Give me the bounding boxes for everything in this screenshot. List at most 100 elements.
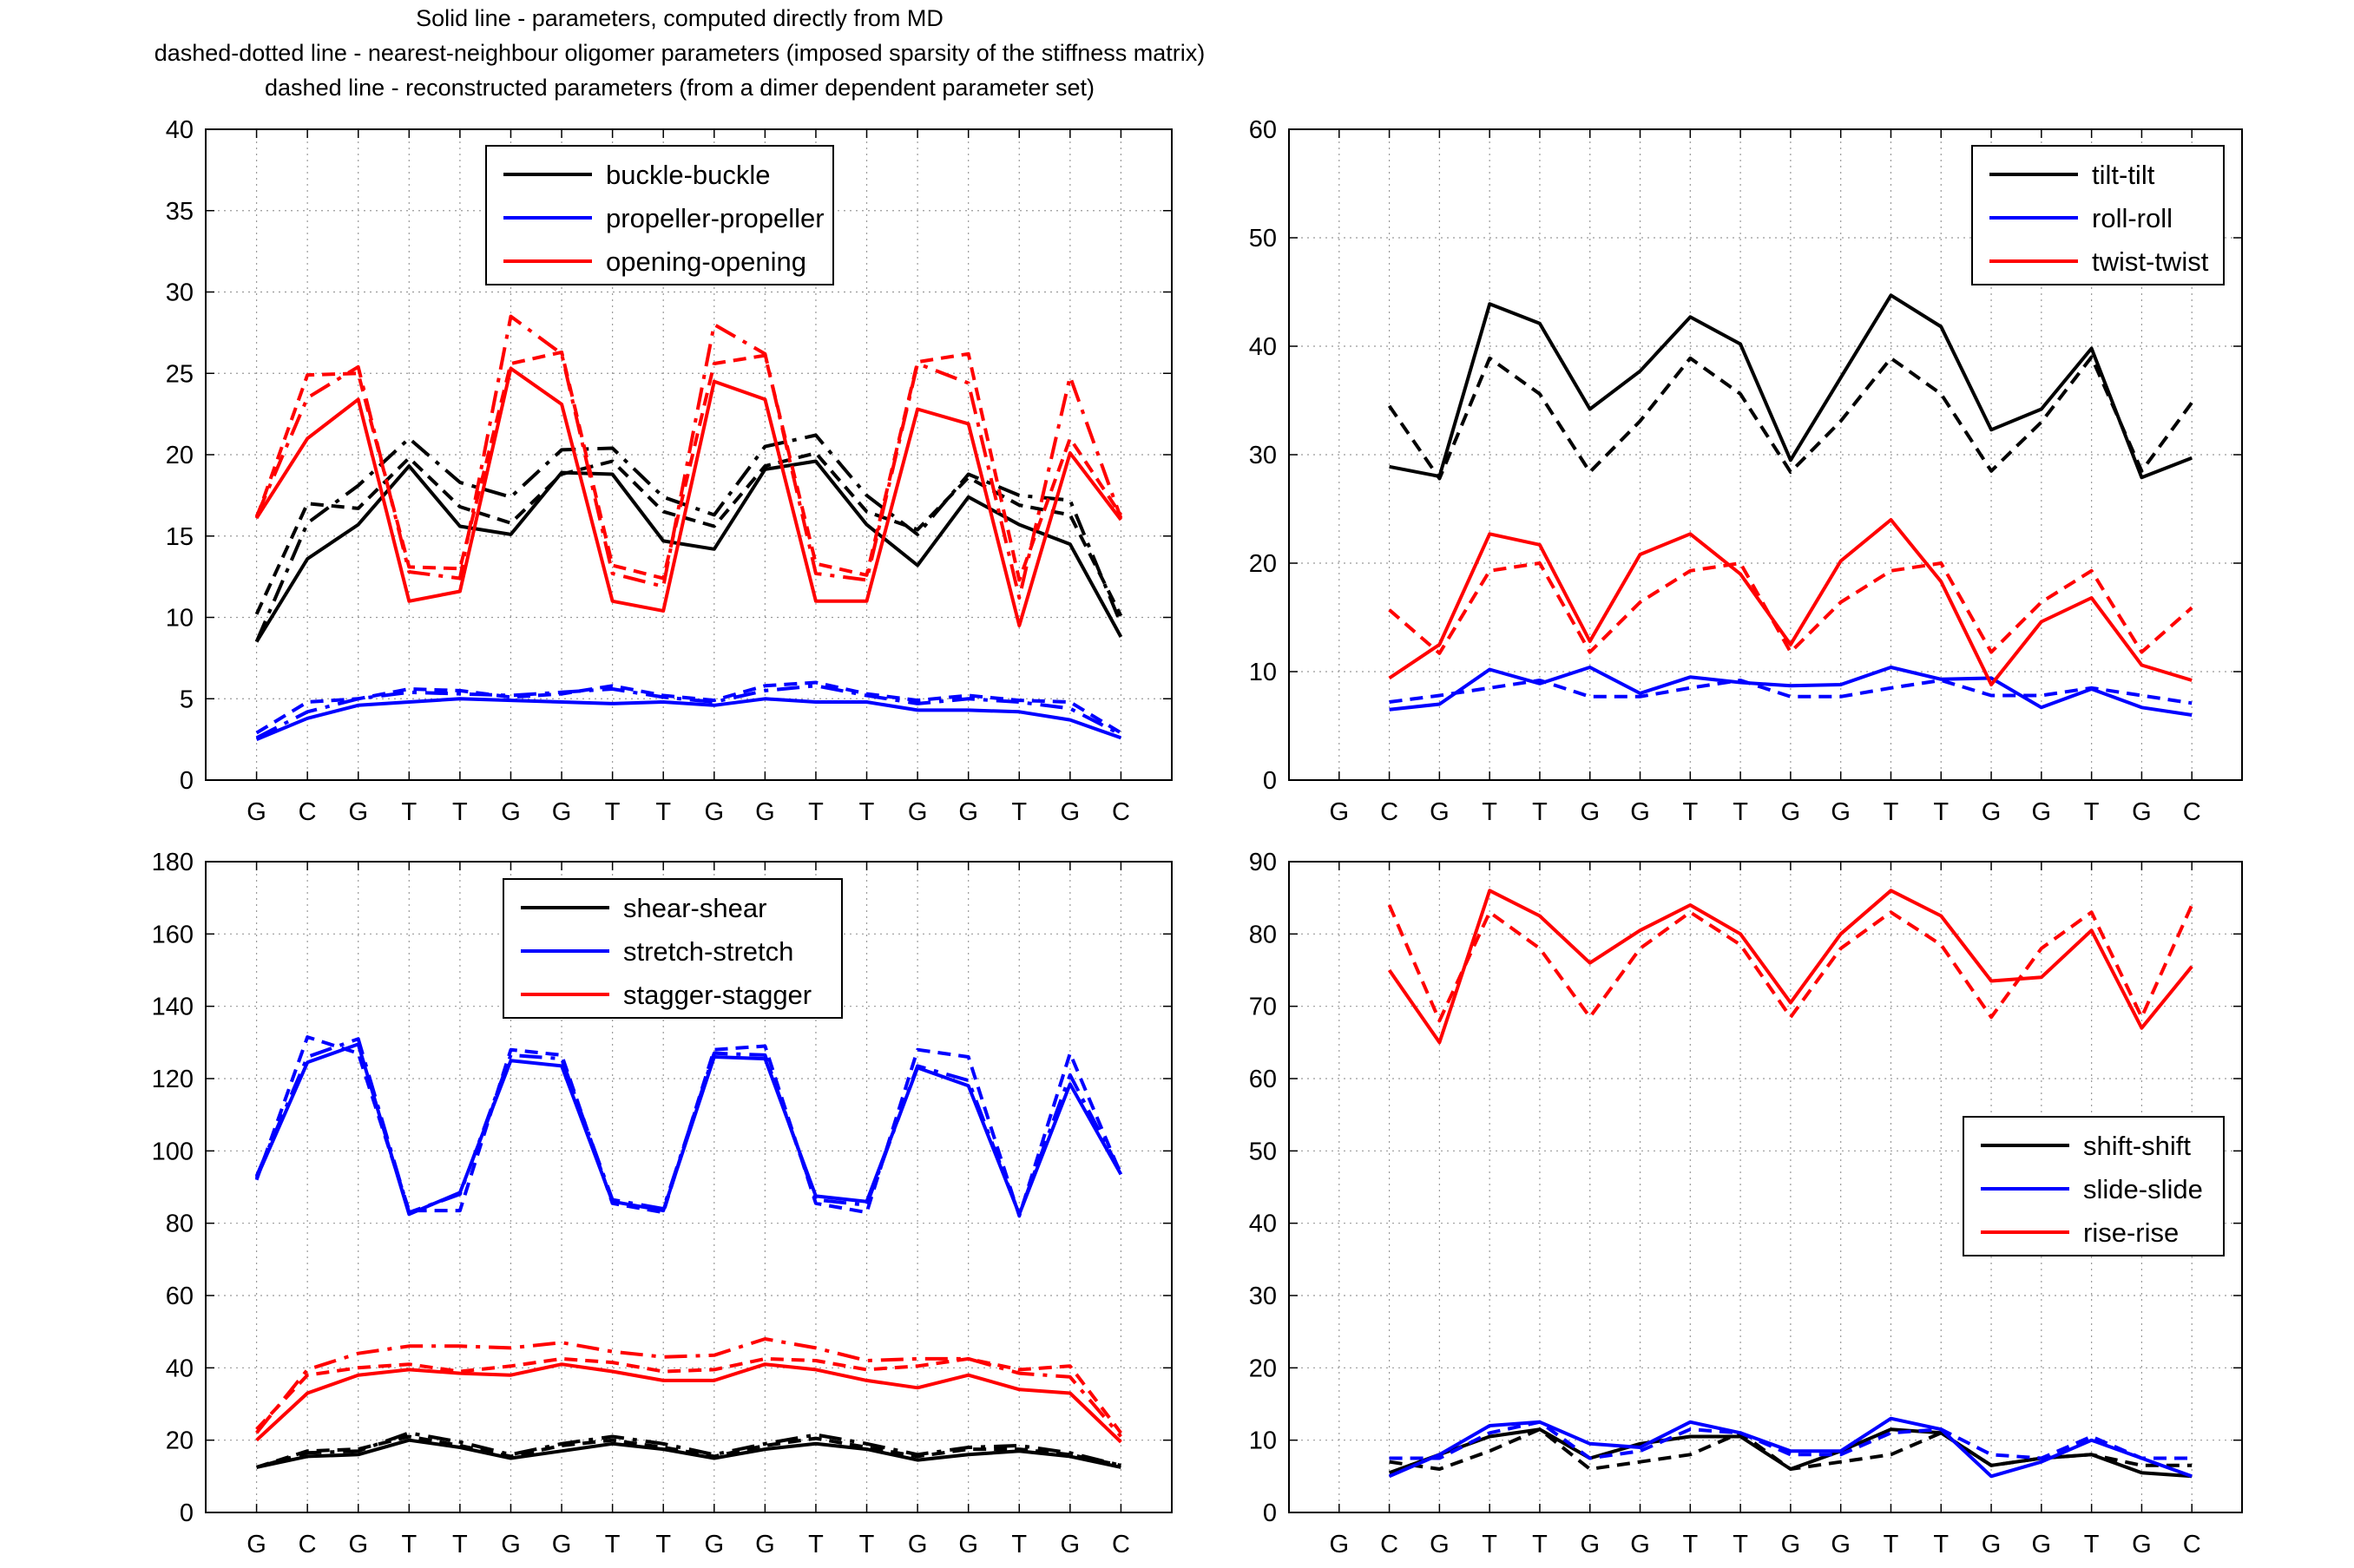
y-tick-label: 30 <box>166 279 194 307</box>
x-tick-label: G <box>1330 798 1350 826</box>
title-line-1: Solid line - parameters, computed direct… <box>416 5 944 31</box>
legend-label-stagger-stagger: stagger-stagger <box>623 980 812 1010</box>
series-line-stagger-stagger-dashed <box>255 1356 1122 1434</box>
x-tick-label: G <box>1982 798 2002 826</box>
x-tick-label: G <box>1061 1531 1081 1558</box>
x-tick-label: G <box>1061 798 1081 826</box>
x-tick-label: C <box>2183 798 2201 826</box>
y-tick-label: 0 <box>1263 767 1277 795</box>
series-line-opening-opening-solid <box>254 366 1122 627</box>
y-axis: 0 20 40 60 80 100 120 140 160 180 <box>152 849 1172 1527</box>
y-tick-label: 10 <box>1249 1427 1277 1455</box>
x-tick-label: G <box>1630 798 1650 826</box>
x-tick-label: T <box>1532 1531 1548 1558</box>
y-tick-label: 60 <box>1249 116 1277 144</box>
legend-label-buckle-buckle: buckle-buckle <box>606 160 771 190</box>
x-tick-label: T <box>655 798 671 826</box>
grid <box>206 129 1172 780</box>
y-tick-label: 120 <box>152 1066 194 1093</box>
chart-panel-3: 0 20 40 60 80 100 120 140 160 180 G C G T T G G T T G G T T G G T… <box>152 849 1173 1558</box>
x-tick-label: T <box>859 798 875 826</box>
series-line-rise-rise-solid <box>1387 889 2193 1045</box>
y-tick-label: 40 <box>166 116 194 144</box>
y-tick-label: 20 <box>166 442 194 469</box>
title-line-3: dashed line - reconstructed parameters (… <box>265 75 1095 101</box>
x-tick-label: G <box>1982 1531 2002 1558</box>
x-tick-label: G <box>755 798 775 826</box>
series-line-tilt-tilt-solid <box>1389 293 2193 480</box>
series-line-propeller-propeller-dashdot <box>255 684 1122 740</box>
legend-label-twist-twist: twist-twist <box>2092 246 2209 277</box>
x-tick-label: T <box>1733 798 1748 826</box>
y-tick-label: 25 <box>166 360 194 388</box>
y-tick-label: 0 <box>180 1499 194 1527</box>
x-tick-label: T <box>1482 798 1497 826</box>
x-tick-label: G <box>1580 798 1600 826</box>
y-tick-label: 0 <box>1263 1499 1277 1527</box>
x-tick-label: G <box>1831 798 1851 826</box>
series-line-shear-shear-dashed <box>255 1434 1121 1469</box>
legend: shear-shear stretch-stretch stagger-stagge… <box>503 878 843 1019</box>
x-tick-label: G <box>1430 1531 1450 1558</box>
x-tick-label: G <box>958 798 978 826</box>
series-line-opening-opening-dashdot <box>254 314 1123 600</box>
x-tick-label: T <box>2084 798 2100 826</box>
chart-panels: 0 5 10 15 20 25 30 35 40 G C G T T G G T T G G T T G G T G Cbuckle… <box>152 116 2243 1558</box>
chart-panel-1: 0 5 10 15 20 25 30 35 40 G C G T T G G T T G G T T G G T G Cbuckle… <box>166 116 1173 826</box>
x-tick-label: G <box>2032 798 2052 826</box>
plot-frame <box>1288 128 2243 781</box>
x-tick-label: T <box>1011 798 1027 826</box>
series-line-stagger-stagger-dashdot <box>255 1337 1122 1438</box>
legend-label-shear-shear: shear-shear <box>623 893 766 923</box>
x-tick-label: G <box>552 798 572 826</box>
x-tick-label: G <box>1580 1531 1600 1558</box>
x-tick-label: T <box>1682 1531 1698 1558</box>
x-tick-label: T <box>808 798 824 826</box>
series-line-twist-twist-dashed <box>1388 561 2193 655</box>
y-axis: 0 10 20 30 40 50 60 70 80 90 <box>1249 849 2242 1527</box>
x-tick-label: T <box>1733 1531 1748 1558</box>
x-tick-label: G <box>348 1531 368 1558</box>
x-tick-label: T <box>1884 798 1899 826</box>
series-line-shear-shear-dashdot <box>256 1431 1121 1469</box>
legend: shift-shift slide-slide rise-rise <box>1963 1116 2225 1256</box>
x-tick-label: G <box>958 1531 978 1558</box>
x-tick-label: T <box>401 798 417 826</box>
figure-title: Solid line - parameters, computed direct… <box>155 5 1206 101</box>
y-tick-label: 20 <box>166 1427 194 1455</box>
series-line-stretch-stretch-solid <box>254 1042 1123 1217</box>
x-tick-label: T <box>808 1531 824 1558</box>
y-tick-label: 40 <box>166 1355 194 1382</box>
x-tick-label: T <box>401 1531 417 1558</box>
x-tick-label: T <box>1682 798 1698 826</box>
x-tick-label: C <box>299 1531 317 1558</box>
y-tick-label: 30 <box>1249 1283 1277 1310</box>
grid <box>206 862 1172 1512</box>
y-tick-label: 50 <box>1249 1138 1277 1165</box>
x-tick-label: T <box>1532 798 1548 826</box>
x-tick-label: G <box>908 1531 928 1558</box>
series-line-buckle-buckle-dashed <box>254 451 1123 617</box>
y-tick-label: 80 <box>166 1210 194 1238</box>
x-tick-label: T <box>1884 1531 1899 1558</box>
y-tick-label: 70 <box>1249 994 1277 1021</box>
y-tick-label: 40 <box>1249 333 1277 361</box>
x-tick-label: T <box>1482 1531 1497 1558</box>
x-tick-label: G <box>1781 1531 1801 1558</box>
series-line-propeller-propeller-solid <box>255 697 1122 741</box>
title-line-2: dashed-dotted line - nearest-neighbour o… <box>155 40 1206 66</box>
x-tick-label: G <box>552 1531 572 1558</box>
y-tick-label: 20 <box>1249 550 1277 578</box>
chart-panel-2: 0 10 20 30 40 50 60 G C G T T G G T T G G T T G G T G Ctilt-tilt… <box>1249 116 2243 826</box>
legend-label-tilt-tilt: tilt-tilt <box>2092 160 2155 190</box>
x-tick-label: G <box>1330 1531 1350 1558</box>
series-line-shift-shift-solid <box>1388 1427 2193 1479</box>
y-axis: 0 5 10 15 20 25 30 35 40 <box>166 116 1172 795</box>
x-tick-label: G <box>908 798 928 826</box>
y-tick-label: 80 <box>1249 921 1277 948</box>
y-tick-label: 40 <box>1249 1210 1277 1238</box>
series-lines <box>254 314 1123 741</box>
